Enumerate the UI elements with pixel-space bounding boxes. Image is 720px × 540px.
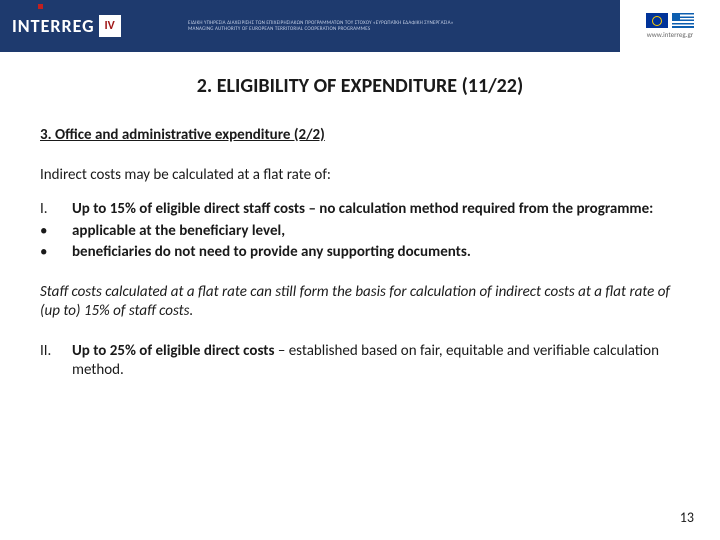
flags — [646, 13, 694, 28]
page-number: 13 — [680, 509, 694, 526]
header-middle: ΕΙΔΙΚΗ ΥΠΗΡΕΣΙΑ ΔΙΑΧΕΙΡΙΣΗΣ ΤΩΝ ΕΠΙΧΕΙΡΗ… — [180, 0, 620, 52]
slide-header: INTERREG IV ΕΙΔΙΚΗ ΥΠΗΡΕΣΙΑ ΔΙΑΧΕΙΡΙΣΗΣ … — [0, 0, 720, 52]
tagline-line2: MANAGING AUTHORITY OF EUROPEAN TERRITORI… — [188, 26, 453, 32]
intro-text: Indirect costs may be calculated at a fl… — [40, 166, 680, 184]
list-i-rest: – no calculation method required from th… — [305, 200, 653, 218]
logo-block: INTERREG IV — [0, 0, 180, 52]
logo-dot — [38, 4, 43, 9]
list-block-2: II. Up to 25% of eligible direct costs –… — [40, 342, 680, 381]
section-subtitle: 3. Office and administrative expenditure… — [40, 126, 680, 144]
italic-paragraph: Staff costs calculated at a flat rate ca… — [40, 283, 680, 322]
list-marker-ii: II. — [40, 342, 72, 381]
list-block-1: I. Up to 15% of eligible direct staff co… — [40, 200, 680, 263]
list-item-bullet1: • applicable at the beneficiary level, — [40, 222, 680, 242]
list-body-ii: Up to 25% of eligible direct costs – est… — [72, 342, 680, 381]
bullet-marker-1: • — [40, 222, 72, 242]
list-body-i: Up to 15% of eligible direct staff costs… — [72, 200, 680, 220]
eu-flag-icon — [646, 13, 668, 28]
bullet-body-1: applicable at the beneficiary level, — [72, 222, 680, 242]
header-right: www.interreg.gr — [620, 0, 720, 52]
logo-main: INTER — [12, 15, 61, 37]
logo-suffix: REG — [61, 15, 94, 37]
logo-iv: IV — [99, 15, 121, 37]
list-item-ii: II. Up to 25% of eligible direct costs –… — [40, 342, 680, 381]
list-marker-i: I. — [40, 200, 72, 220]
logo-text: INTERREG — [12, 15, 95, 37]
bullet-marker-2: • — [40, 243, 72, 263]
slide-content: 2. ELIGIBILITY OF EXPENDITURE (11/22) 3.… — [0, 52, 720, 381]
greece-flag-icon — [672, 13, 694, 28]
header-url: www.interreg.gr — [647, 30, 694, 39]
list-i-lead: Up to 15% of eligible direct staff costs — [72, 200, 305, 218]
list-item-bullet2: • beneficiaries do not need to provide a… — [40, 243, 680, 263]
bullet-body-2: beneficiaries do not need to provide any… — [72, 243, 680, 263]
header-tagline: ΕΙΔΙΚΗ ΥΠΗΡΕΣΙΑ ΔΙΑΧΕΙΡΙΣΗΣ ΤΩΝ ΕΠΙΧΕΙΡΗ… — [188, 20, 453, 32]
list-item-i: I. Up to 15% of eligible direct staff co… — [40, 200, 680, 220]
list-ii-lead: Up to 25% of eligible direct costs — [72, 342, 274, 360]
slide-title: 2. ELIGIBILITY OF EXPENDITURE (11/22) — [40, 74, 680, 98]
